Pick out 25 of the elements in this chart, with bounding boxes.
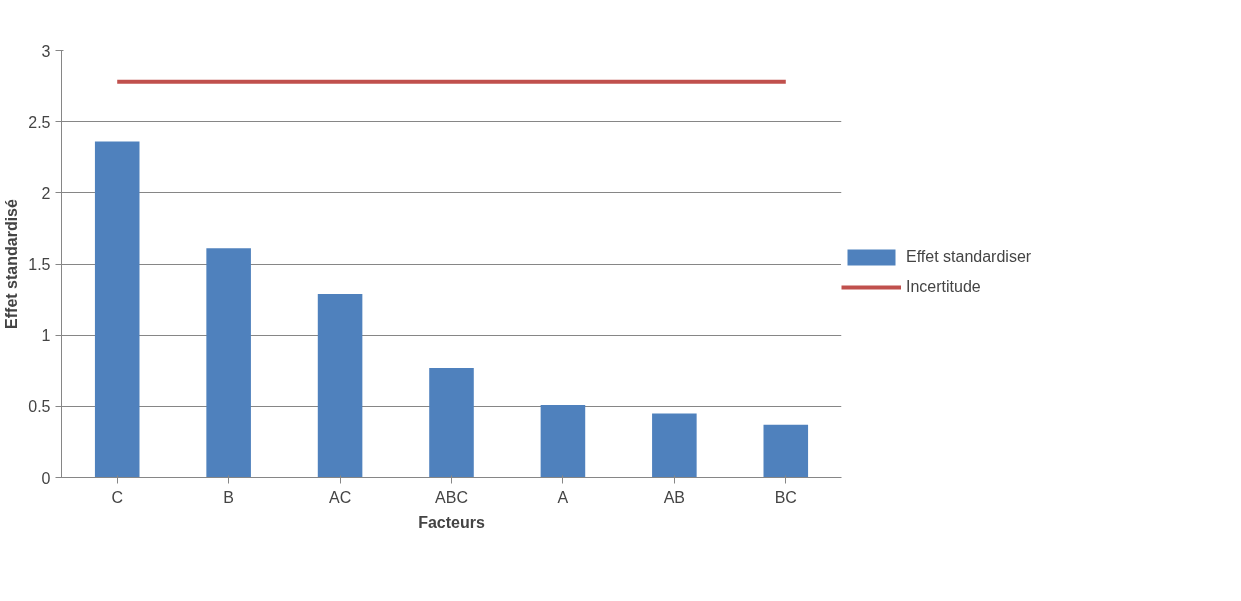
bar — [540, 404, 586, 478]
x-tick-label: A — [557, 488, 569, 506]
x-tick-label: C — [111, 488, 123, 506]
y-tick-label: 1 — [41, 327, 51, 345]
bar — [94, 141, 140, 478]
bar — [206, 248, 251, 478]
y-tick-label: 0 — [41, 469, 51, 487]
y-tick-label: 1.5 — [28, 256, 51, 273]
x-tick-label: B — [223, 488, 234, 506]
x-tick-label: ABC — [435, 488, 468, 506]
y-tick-label: 2 — [41, 184, 51, 202]
y-axis-title: Effet standardisé — [3, 198, 21, 329]
legend-label: Effet standardiser — [906, 248, 1032, 266]
y-tick-label: 0.5 — [28, 398, 51, 416]
legend-label: Incertitude — [906, 278, 981, 296]
bar — [317, 293, 363, 478]
bar — [763, 424, 809, 478]
y-tick-label: 2.5 — [28, 113, 51, 131]
x-axis-title: Facteurs — [418, 513, 485, 531]
y-tick-label: 3 — [41, 42, 51, 60]
x-tick-label: BC — [774, 488, 797, 506]
bar — [429, 367, 474, 478]
x-tick-label: AB — [663, 488, 686, 506]
x-tick-label: AC — [328, 488, 352, 506]
bar — [652, 413, 697, 478]
